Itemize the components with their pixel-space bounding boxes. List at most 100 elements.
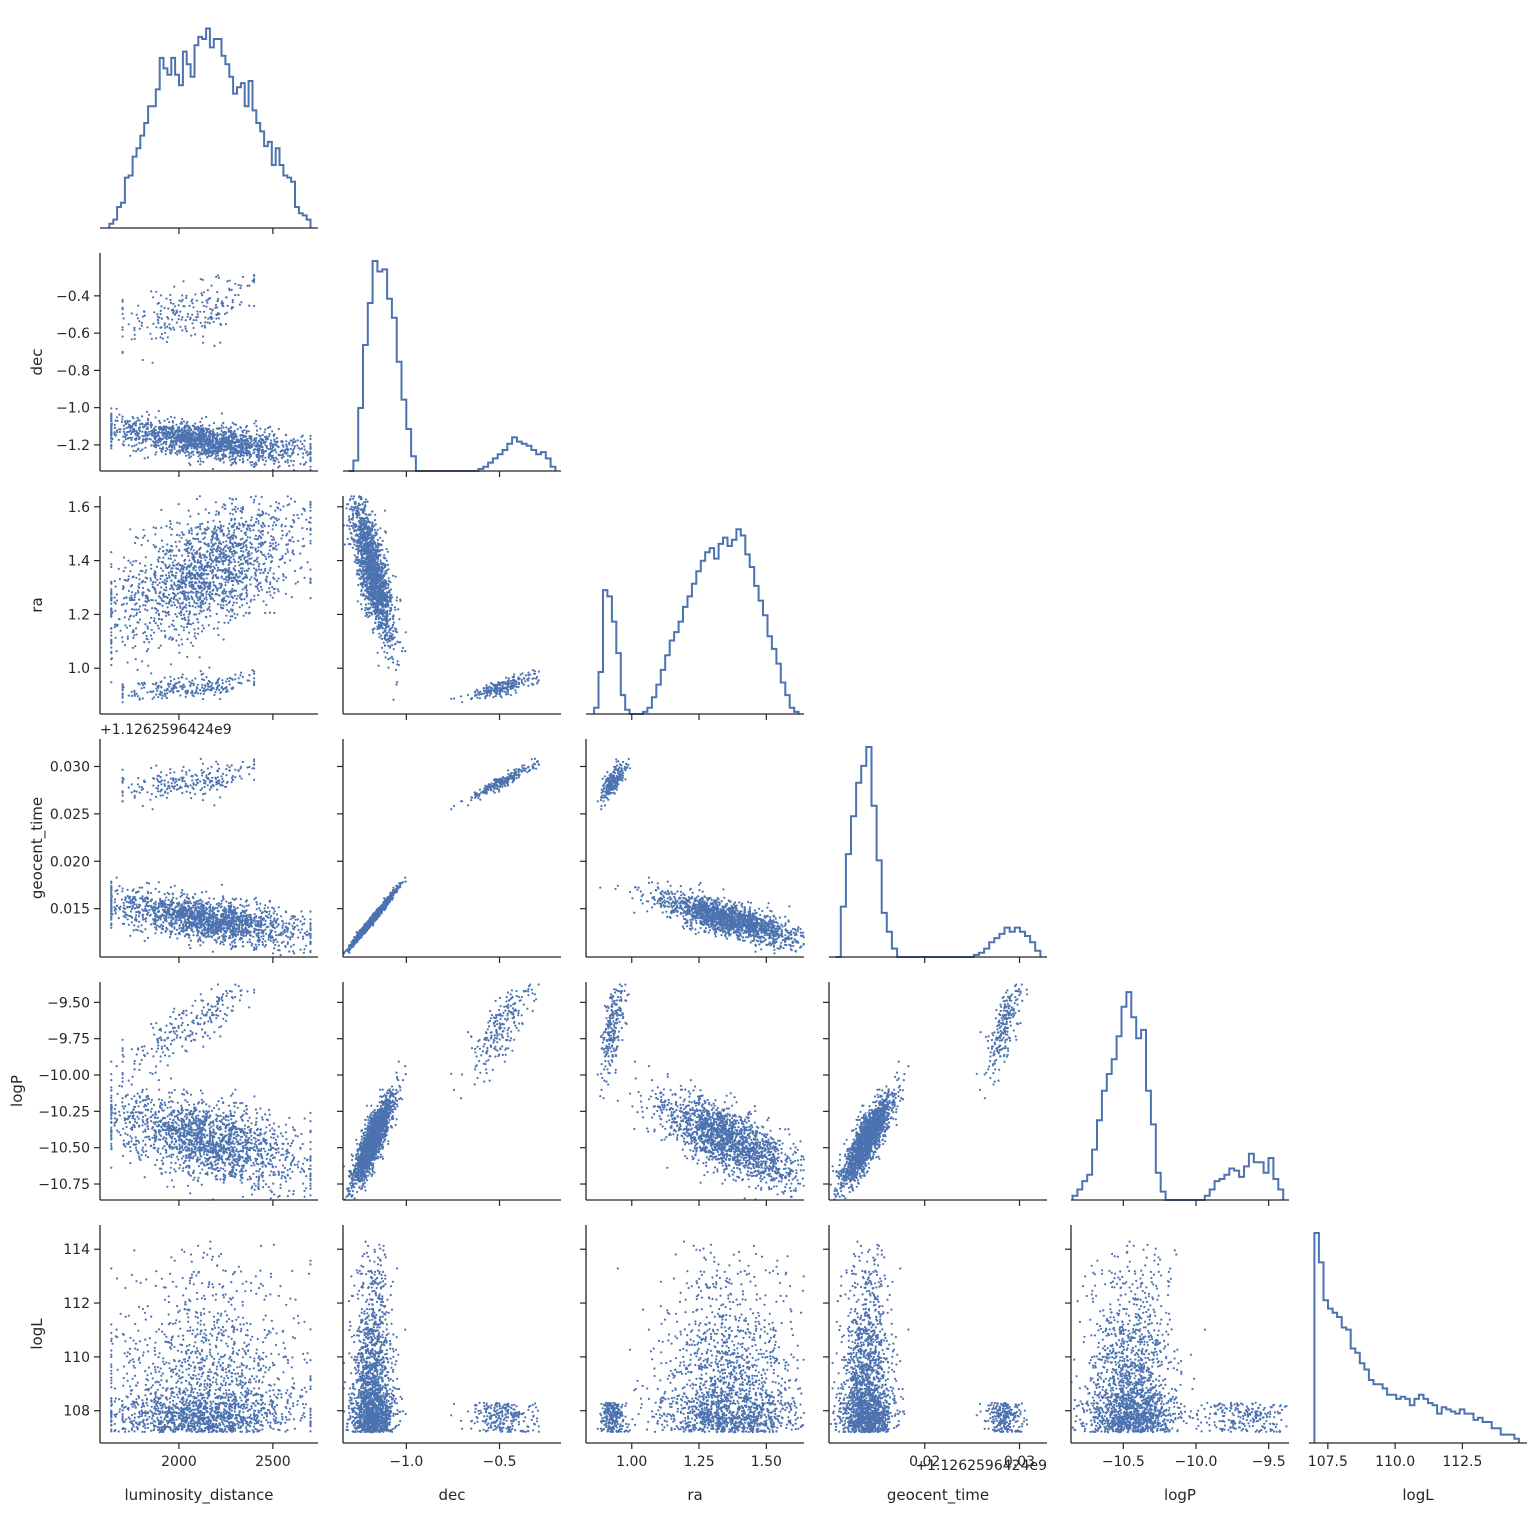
scatter-point	[150, 422, 152, 424]
scatter-point	[243, 598, 245, 600]
scatter-point	[264, 541, 266, 543]
scatter-point	[256, 430, 258, 432]
scatter-point	[254, 437, 256, 439]
scatter-point	[234, 553, 236, 555]
scatter-point	[179, 423, 181, 425]
scatter-point	[265, 578, 267, 580]
scatter-point	[179, 434, 181, 436]
scatter-point	[282, 534, 284, 536]
scatter-point	[260, 552, 262, 554]
scatter-point	[150, 617, 152, 619]
scatter-point	[202, 593, 204, 595]
scatter-point	[145, 556, 147, 558]
scatter-point	[348, 519, 350, 521]
scatter-point	[309, 522, 311, 524]
scatter-point	[206, 456, 208, 458]
scatter-point	[467, 694, 469, 696]
scatter-point	[203, 556, 205, 558]
scatter-point	[185, 690, 187, 692]
scatter-point	[376, 628, 378, 630]
scatter-point	[245, 540, 247, 542]
scatter-point	[181, 618, 183, 620]
scatter-point	[185, 597, 187, 599]
scatter-point	[186, 626, 188, 628]
scatter-point	[240, 517, 242, 519]
scatter-point	[229, 546, 231, 548]
scatter-point	[247, 524, 249, 526]
scatter-point	[283, 450, 285, 452]
scatter-point	[146, 326, 148, 328]
scatter-point	[272, 455, 274, 457]
scatter-point	[215, 501, 217, 503]
scatter-point	[215, 689, 217, 691]
scatter-point	[291, 444, 293, 446]
scatter-point	[240, 301, 242, 303]
scatter-point	[261, 496, 263, 498]
scatter-point	[228, 559, 230, 561]
scatter-point	[259, 515, 261, 517]
scatter-point	[217, 679, 219, 681]
scatter-point	[166, 692, 168, 694]
scatter-point	[193, 628, 195, 630]
scatter-point	[210, 596, 212, 598]
scatter-point	[252, 442, 254, 444]
scatter-point	[216, 510, 218, 512]
scatter-point	[190, 335, 192, 337]
scatter-point	[271, 539, 273, 541]
scatter-point	[294, 570, 296, 572]
scatter-point	[213, 628, 215, 630]
scatter-point	[155, 426, 157, 428]
scatter-point	[290, 448, 292, 450]
scatter-point	[165, 602, 167, 604]
scatter-point	[234, 451, 236, 453]
scatter-point	[243, 429, 245, 431]
scatter-point	[176, 453, 178, 455]
scatter-point	[281, 557, 283, 559]
scatter-point	[274, 433, 276, 435]
scatter-point	[185, 297, 187, 299]
scatter-point	[250, 576, 252, 578]
scatter-point	[199, 523, 201, 525]
scatter-point	[131, 564, 133, 566]
scatter-point	[246, 546, 248, 548]
scatter-point	[279, 451, 281, 453]
scatter-point	[179, 607, 181, 609]
scatter-point	[116, 416, 118, 418]
scatter-point	[225, 433, 227, 435]
scatter-point	[111, 657, 113, 659]
scatter-point	[226, 609, 228, 611]
scatter-point	[199, 421, 201, 423]
scatter-point	[172, 303, 174, 305]
scatter-point	[209, 570, 211, 572]
scatter-point	[241, 604, 243, 606]
scatter-point	[167, 612, 169, 614]
scatter-point	[115, 603, 117, 605]
scatter-point	[127, 661, 129, 663]
scatter-point	[228, 445, 230, 447]
scatter-point	[203, 444, 205, 446]
scatter-point	[242, 508, 244, 510]
scatter-point	[191, 591, 193, 593]
scatter-point	[364, 504, 366, 506]
scatter-point	[188, 510, 190, 512]
scatter-point	[133, 430, 135, 432]
scatter-point	[387, 551, 389, 553]
scatter-point	[201, 684, 203, 686]
scatter-point	[277, 588, 279, 590]
scatter-point	[213, 345, 215, 347]
scatter-point	[240, 598, 242, 600]
scatter-point	[122, 313, 124, 315]
scatter-point	[158, 410, 160, 412]
scatter-point	[225, 554, 227, 556]
scatter-point	[265, 460, 267, 462]
scatter-point	[196, 538, 198, 540]
scatter-point	[293, 553, 295, 555]
scatter-point	[144, 683, 146, 685]
scatter-point	[169, 434, 171, 436]
scatter-point	[182, 579, 184, 581]
scatter-point	[159, 582, 161, 584]
scatter-point	[209, 603, 211, 605]
scatter-point	[387, 564, 389, 566]
scatter-point	[276, 437, 278, 439]
scatter-point	[129, 599, 131, 601]
